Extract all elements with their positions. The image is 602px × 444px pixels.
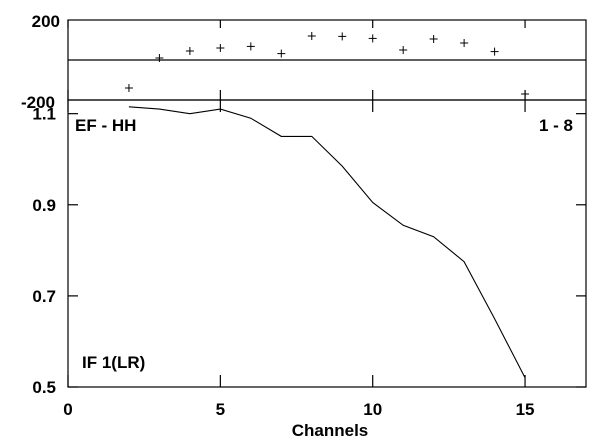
amplitude-series-line <box>128 106 526 379</box>
baseline-label: EF - HH <box>75 116 136 135</box>
phase-point <box>246 42 255 51</box>
phase-point <box>307 32 316 40</box>
phase-point <box>368 34 377 43</box>
phase-tick-label-top: 200 <box>32 12 60 31</box>
phase-point <box>490 47 499 56</box>
x-tick-label: 10 <box>363 400 382 419</box>
amplitude-panel-frame <box>67 99 587 388</box>
phase-points <box>124 32 530 98</box>
x-axis-title: Channels <box>292 421 369 440</box>
phase-point <box>277 49 286 58</box>
phase-point <box>155 54 164 62</box>
phase-point <box>338 32 347 41</box>
x-tick-label: 5 <box>216 400 225 419</box>
phase-point <box>521 90 530 98</box>
phase-point <box>460 39 469 47</box>
phase-point <box>429 35 438 43</box>
x-tick-label: 0 <box>63 400 72 419</box>
phase-point <box>185 47 194 55</box>
phase-point <box>216 44 225 52</box>
amp-y-tick-label: 1.1 <box>32 105 56 124</box>
if-label: IF 1(LR) <box>82 353 145 372</box>
x-tick-labels: 0 5 10 15 <box>63 400 534 419</box>
amplitude-ytick-labels: 1.1 0.9 0.7 0.5 <box>32 105 56 397</box>
amp-y-tick-label: 0.5 <box>32 378 56 397</box>
channel-range-label: 1 - 8 <box>539 116 573 135</box>
phase-tick-label-bottom: -200 <box>21 93 55 112</box>
phase-point <box>124 84 133 92</box>
x-tick-label: 15 <box>516 400 535 419</box>
amplitude-ticks <box>67 100 586 388</box>
amp-y-tick-label: 0.7 <box>32 287 56 306</box>
phase-point <box>399 46 408 54</box>
amp-y-tick-label: 0.9 <box>32 196 56 215</box>
